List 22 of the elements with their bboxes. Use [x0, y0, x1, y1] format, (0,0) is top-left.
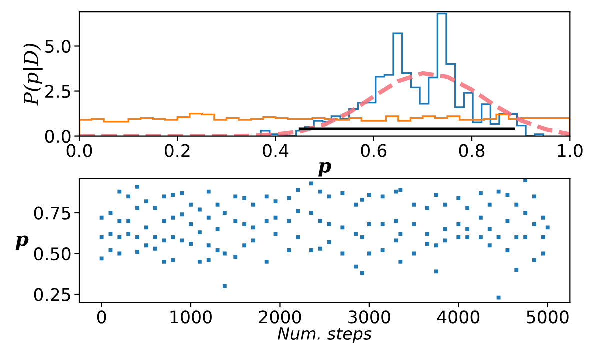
- x-axis-title: p: [318, 162, 332, 177]
- x-tick-label: 0.8: [459, 144, 485, 158]
- x-tick-label: 0.4: [263, 144, 289, 158]
- x-tick-label: 0.6: [361, 144, 387, 158]
- y-tick-label: 0.25: [34, 288, 70, 302]
- x-tick-label: 4000: [437, 310, 480, 324]
- y-tick-label: 0.0: [45, 130, 71, 144]
- x-tick-label: 1000: [170, 310, 212, 324]
- x-tick-label: 1.0: [558, 144, 583, 158]
- x-tick-label: 2000: [259, 310, 302, 324]
- y-tick-label: 0.75: [34, 206, 70, 220]
- x-tick-label: 0.2: [164, 144, 190, 158]
- y-tick-label: 0.50: [34, 247, 71, 261]
- y-tick-label: 5.0: [46, 40, 71, 54]
- x-tick-label: 3000: [348, 310, 390, 324]
- x-axis-title: Num. steps: [278, 328, 372, 344]
- x-tick-label: 0: [97, 310, 106, 324]
- y-axis-title: P(p|D): [23, 44, 43, 106]
- y-axis-title: p: [16, 236, 29, 250]
- x-tick-label: 0.0: [66, 144, 92, 158]
- y-tick-label: 2.5: [46, 84, 70, 98]
- x-tick-label: 5000: [527, 310, 569, 324]
